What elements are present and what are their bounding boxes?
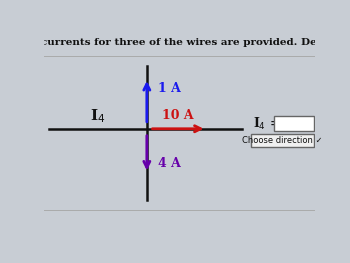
- Text: 10 A: 10 A: [162, 109, 194, 122]
- FancyBboxPatch shape: [274, 116, 314, 131]
- Text: 4 A: 4 A: [158, 157, 181, 170]
- Text: Choose direction ✓: Choose direction ✓: [242, 136, 323, 145]
- Text: currents for three of the wires are provided. Determine the magnitude: currents for three of the wires are prov…: [41, 38, 350, 47]
- Text: I$_4$ =: I$_4$ =: [253, 116, 280, 132]
- FancyBboxPatch shape: [251, 134, 314, 147]
- Text: 1 A: 1 A: [158, 82, 181, 95]
- Text: I$_4$: I$_4$: [90, 108, 106, 125]
